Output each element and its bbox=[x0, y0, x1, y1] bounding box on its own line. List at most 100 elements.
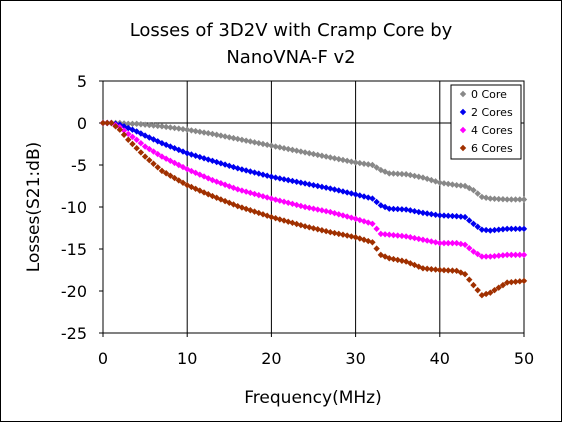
data-point bbox=[285, 145, 292, 153]
data-point bbox=[503, 196, 511, 203]
data-point bbox=[369, 161, 376, 169]
data-point bbox=[339, 156, 347, 164]
data-point bbox=[415, 208, 422, 216]
data-point bbox=[306, 181, 313, 188]
data-point bbox=[411, 208, 418, 215]
data-point bbox=[263, 141, 271, 149]
data-point bbox=[306, 204, 313, 212]
x-tick-label: 30 bbox=[345, 349, 365, 368]
data-point bbox=[289, 146, 296, 154]
data-point bbox=[125, 130, 132, 138]
data-point bbox=[508, 225, 515, 233]
data-point bbox=[386, 170, 393, 177]
data-point bbox=[268, 173, 275, 180]
data-point bbox=[470, 187, 477, 194]
data-point bbox=[158, 139, 166, 147]
data-point bbox=[428, 265, 435, 273]
data-point bbox=[146, 145, 153, 153]
data-point bbox=[394, 256, 401, 264]
data-point bbox=[449, 181, 456, 188]
data-point bbox=[327, 154, 334, 161]
chart-title-line-1: Losses of 3D2V with Cramp Core by bbox=[130, 20, 453, 41]
data-point bbox=[348, 158, 355, 165]
data-point bbox=[394, 232, 401, 239]
data-point bbox=[436, 179, 443, 186]
data-point bbox=[516, 225, 523, 233]
data-point bbox=[205, 130, 212, 137]
data-point bbox=[390, 170, 397, 177]
data-point bbox=[104, 119, 111, 127]
data-point bbox=[407, 171, 414, 179]
data-point bbox=[386, 205, 393, 212]
data-point bbox=[322, 184, 330, 191]
data-point bbox=[512, 278, 519, 285]
data-point bbox=[402, 171, 410, 178]
data-point bbox=[436, 239, 443, 247]
data-point bbox=[167, 124, 174, 131]
data-point bbox=[230, 134, 237, 142]
data-point bbox=[419, 265, 427, 272]
data-point bbox=[491, 252, 498, 260]
data-point bbox=[129, 120, 136, 128]
data-point bbox=[356, 235, 364, 242]
data-point bbox=[162, 123, 170, 131]
data-point bbox=[474, 223, 481, 230]
data-point bbox=[200, 189, 208, 196]
legend-marker bbox=[459, 108, 467, 116]
legend-label: 2 Cores bbox=[471, 106, 513, 119]
data-point bbox=[314, 182, 321, 190]
data-point bbox=[146, 156, 153, 164]
data-point bbox=[369, 220, 376, 227]
data-point bbox=[491, 195, 498, 203]
data-point bbox=[449, 212, 456, 220]
y-tick-label: -25 bbox=[61, 324, 87, 343]
data-point bbox=[335, 230, 342, 238]
data-point bbox=[301, 223, 309, 230]
data-point bbox=[449, 239, 456, 247]
x-axis-title: Frequency(MHz) bbox=[244, 388, 381, 408]
data-point bbox=[440, 180, 448, 187]
x-tick-label: 20 bbox=[261, 349, 281, 368]
y-tick-label: -15 bbox=[61, 240, 87, 259]
y-tick-label: -5 bbox=[71, 156, 87, 175]
data-point bbox=[120, 131, 128, 138]
data-point bbox=[272, 143, 279, 150]
data-point bbox=[461, 182, 469, 190]
data-point bbox=[276, 144, 284, 151]
data-point bbox=[487, 227, 494, 234]
data-point bbox=[520, 196, 528, 203]
legend-label: 6 Cores bbox=[471, 142, 513, 155]
data-point bbox=[314, 151, 321, 159]
data-point bbox=[470, 248, 477, 255]
data-point bbox=[318, 227, 326, 234]
data-point bbox=[440, 267, 448, 274]
data-point bbox=[394, 205, 401, 213]
series-4 bbox=[99, 119, 528, 299]
data-point bbox=[310, 150, 317, 158]
data-point bbox=[301, 180, 309, 187]
series-layer bbox=[99, 119, 528, 299]
data-point bbox=[259, 140, 267, 148]
data-point bbox=[221, 133, 229, 140]
data-point bbox=[343, 189, 351, 196]
data-point bbox=[167, 172, 174, 179]
x-tick-label: 50 bbox=[514, 349, 534, 368]
data-point bbox=[402, 206, 410, 213]
data-point bbox=[482, 253, 490, 260]
data-point bbox=[499, 226, 507, 233]
data-point bbox=[238, 166, 246, 173]
data-point bbox=[238, 136, 246, 143]
data-point bbox=[512, 196, 519, 203]
data-point bbox=[398, 206, 406, 213]
x-tick-label: 40 bbox=[430, 349, 450, 368]
data-point bbox=[297, 179, 305, 186]
data-point bbox=[491, 226, 498, 234]
data-point bbox=[150, 148, 157, 155]
data-point bbox=[428, 238, 435, 245]
data-point bbox=[293, 147, 300, 154]
data-point bbox=[470, 220, 477, 227]
data-point bbox=[331, 229, 338, 237]
y-tick-label: -10 bbox=[61, 198, 87, 217]
data-point bbox=[280, 176, 288, 183]
data-point bbox=[436, 212, 443, 219]
